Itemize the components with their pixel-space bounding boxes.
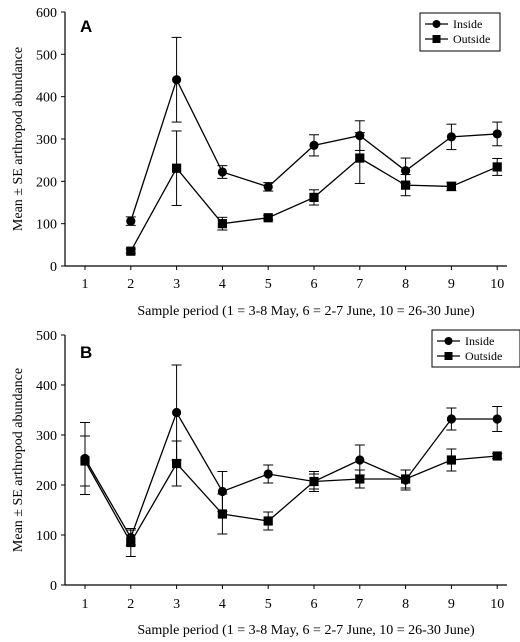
data-point-outside	[309, 476, 319, 487]
data-point-outside	[492, 451, 502, 461]
data-point-inside	[172, 75, 182, 85]
data-point-inside	[446, 414, 456, 424]
panel-label: A	[80, 17, 92, 36]
x-tick-label: 4	[219, 597, 226, 612]
data-point-outside	[217, 509, 227, 519]
x-tick-label: 9	[448, 597, 455, 612]
panel-label: B	[80, 343, 92, 362]
data-point-outside	[446, 455, 456, 465]
x-tick-label: 8	[402, 597, 409, 612]
x-tick-label: 10	[490, 277, 504, 292]
x-tick-label: 1	[82, 597, 89, 612]
data-point-outside	[126, 537, 136, 548]
x-tick-label: 5	[265, 277, 272, 292]
series-inside	[80, 364, 503, 546]
data-point-outside	[263, 213, 273, 223]
data-point-outside	[401, 474, 411, 484]
data-point-inside	[309, 140, 319, 150]
x-tick-label: 3	[173, 597, 180, 612]
series-line-inside	[84, 410, 498, 540]
y-tick-label: 500	[36, 48, 57, 63]
data-point-outside	[309, 192, 319, 203]
data-point-outside	[355, 153, 365, 163]
x-tick-label: 6	[311, 277, 318, 292]
data-point-inside	[217, 167, 227, 177]
data-point-outside	[126, 246, 136, 256]
legend-marker-circle	[432, 20, 441, 28]
data-point-inside	[492, 129, 502, 139]
x-tick-label: 6	[311, 597, 318, 612]
data-point-outside	[446, 181, 456, 192]
y-tick-label: 500	[36, 329, 57, 344]
x-tick-label: 7	[356, 597, 363, 612]
y-tick-label: 300	[36, 133, 57, 148]
x-tick-label: 1	[82, 277, 89, 292]
y-tick-label: 0	[50, 579, 57, 594]
y-tick-label: 600	[36, 6, 57, 21]
legend-box	[419, 12, 501, 52]
x-axis-label: Sample period (1 = 3-8 May, 6 = 2-7 June…	[137, 304, 475, 319]
data-point-inside	[492, 414, 502, 424]
data-point-inside	[172, 407, 182, 418]
chart-panel-a: 0 100 200 300 400 500 600 1 2 3 4 5 6 7 8 9 10 Sample per…	[11, 6, 507, 319]
data-point-outside	[355, 474, 365, 484]
y-tick-label: 100	[36, 218, 57, 233]
legend-box	[431, 329, 520, 368]
data-point-outside	[401, 180, 411, 190]
legend-marker-square	[432, 35, 441, 43]
x-axis-label: Sample period (1 = 3-8 May, 6 = 2-7 June…	[137, 623, 475, 638]
x-tick-label: 5	[265, 597, 272, 612]
x-tick-label: 10	[490, 597, 504, 612]
x-tick-label: 2	[127, 597, 134, 612]
data-point-inside	[263, 469, 273, 479]
data-point-inside	[355, 455, 365, 465]
x-tick-label: 2	[127, 277, 134, 292]
x-tick-label: 7	[356, 277, 363, 292]
y-tick-label: 400	[36, 91, 57, 106]
x-tick-label: 4	[219, 277, 226, 292]
x-tick-label: 8	[402, 277, 409, 292]
y-tick-label: 200	[36, 175, 57, 190]
legend-marker-square	[444, 352, 453, 360]
legend-label: Outside	[453, 32, 490, 46]
y-tick-label: 200	[36, 479, 57, 494]
y-tick-label: 0	[50, 260, 57, 275]
data-point-outside	[217, 219, 227, 229]
x-tick-label: 9	[448, 277, 455, 292]
chart-panel-b: 0 100 200 300 400 500 1 2 3 4 5 6 7 8 9 10 Sample period…	[11, 329, 520, 638]
legend-label: Inside	[453, 17, 482, 31]
x-tick-label: 3	[173, 277, 180, 292]
data-point-outside	[172, 458, 182, 469]
y-tick-label: 300	[36, 429, 57, 444]
legend-label: Inside	[465, 334, 494, 348]
data-point-outside	[80, 456, 90, 466]
series-outside	[80, 435, 503, 557]
data-point-outside	[492, 162, 502, 172]
legend-label: Outside	[465, 349, 502, 363]
y-axis-label: Mean ± SE arthropod abundance	[11, 47, 26, 231]
data-point-inside	[401, 166, 411, 176]
data-point-inside	[446, 132, 456, 142]
series-line-outside	[84, 455, 498, 544]
data-point-inside	[126, 216, 136, 226]
legend-marker-circle	[444, 337, 453, 345]
data-point-outside	[263, 516, 273, 526]
series-outside	[125, 130, 503, 256]
y-tick-label: 100	[36, 529, 57, 544]
data-point-outside	[172, 163, 182, 173]
data-point-inside	[263, 182, 273, 192]
y-axis-label: Mean ± SE arthropod abundance	[11, 368, 26, 552]
y-tick-label: 400	[36, 379, 57, 394]
